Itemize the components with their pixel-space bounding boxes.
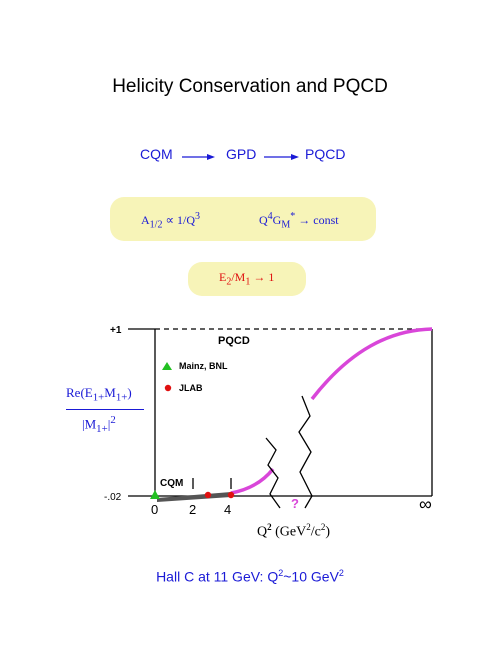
page-title: Helicity Conservation and PQCD [112,76,388,97]
formula-ratio: E2/M1 → 1 [219,270,275,288]
y-axis-numerator: Re(E1+M1+) [66,385,132,404]
legend-marker-jlab [164,384,172,392]
cqm-prediction-band [157,492,231,502]
formula-box-1 [110,197,376,241]
x-tick-label-infinity: ∞ [419,494,432,514]
prediction-curve-upper [310,327,433,401]
flow-step-gpd: GPD [226,146,257,162]
legend-marker-mainz-bnl [162,362,172,370]
data-point-mainz-bnl [150,490,160,499]
x-axis-label: Q2 (GeV2/c2) [257,522,331,540]
region-label-cqm: CQM [160,478,183,489]
data-point-jlab-1 [204,491,212,499]
unknown-region-mark: ? [291,496,299,511]
footer-note: Hall C at 11 GeV: Q2~10 GeV2 [156,568,344,585]
flow-step-cqm: CQM [140,146,173,162]
x-tick-label-0: 0 [151,502,158,517]
flow-arrow-2 [264,154,299,160]
legend-label-jlab: JLAB [179,383,203,393]
formula-form-factor: Q4GM* → const [259,211,339,231]
axis-break-2 [298,395,313,509]
y-axis-fraction-bar [66,409,144,410]
data-point-jlab-2 [227,491,235,499]
flow-arrow-1 [182,154,215,160]
x-tick-label-4: 4 [224,502,231,517]
region-label-pqcd: PQCD [218,335,250,347]
formula-helicity-amplitude: A1/2 ∝ 1/Q3 [141,211,201,231]
prediction-curve-lower [230,467,275,495]
y-label-plus-one: +1 [110,325,122,336]
axis-break-1 [265,437,281,509]
x-tick-label-2: 2 [189,502,196,517]
legend-label-mainz-bnl: Mainz, BNL [179,361,228,371]
formula-box-2 [188,262,306,296]
y-label-minus-02: -.02 [104,492,122,503]
flow-step-pqcd: PQCD [305,146,346,162]
y-axis-denominator: |M1+|2 [82,414,116,435]
